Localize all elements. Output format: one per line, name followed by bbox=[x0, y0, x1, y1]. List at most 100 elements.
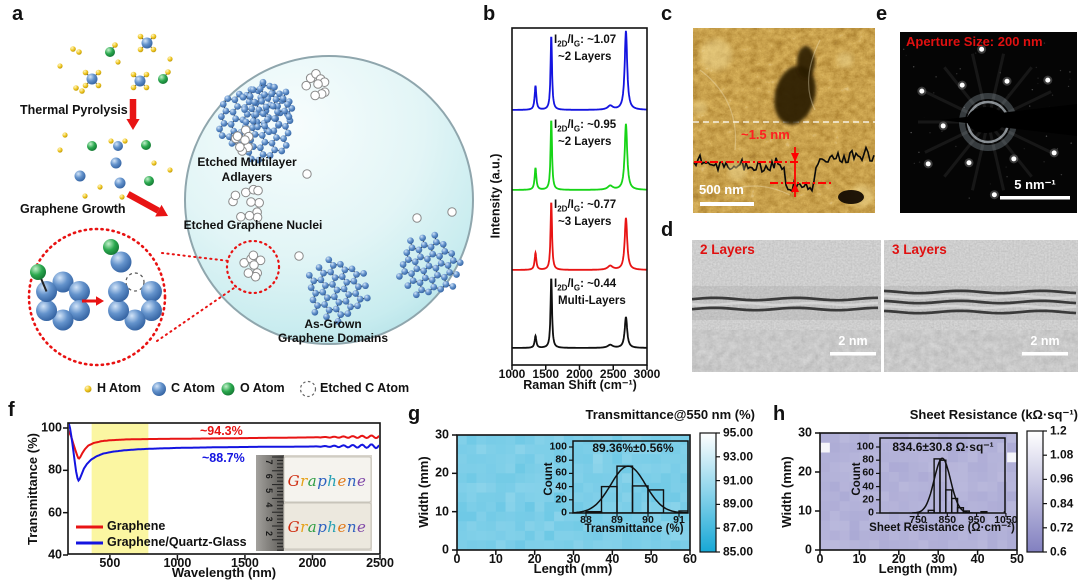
saed-content bbox=[903, 42, 1077, 200]
legend-label-c-atom: C Atom bbox=[171, 381, 215, 395]
glass-slide-1 bbox=[283, 456, 372, 503]
raman-layers-annotation-0: ~2 Layers bbox=[558, 51, 612, 63]
tem-caption-3layers: 3 Layers bbox=[892, 242, 947, 257]
f-x-tick: 2500 bbox=[366, 556, 394, 570]
heatmap-x-tick: 10 bbox=[852, 552, 867, 566]
transmittance-map-title: Transmittance@550 nm (%) bbox=[585, 407, 755, 422]
raman-x-tick: 3000 bbox=[633, 367, 661, 381]
saed-scalebar bbox=[1000, 196, 1070, 200]
curve-graphene bbox=[69, 429, 379, 460]
heatmap-x-tick: 20 bbox=[891, 552, 906, 566]
ruler-number: 3 bbox=[264, 517, 274, 522]
heatmap-y-tick: 10 bbox=[435, 504, 449, 519]
heatmap-x-tick: 0 bbox=[816, 552, 824, 566]
etched-cluster bbox=[301, 68, 330, 101]
raman-curve-multilayer bbox=[512, 278, 647, 349]
colorbar-tick: 91.00 bbox=[723, 473, 754, 488]
tem-scalebar-left bbox=[830, 352, 876, 356]
colorbar bbox=[1026, 430, 1044, 553]
raman-curve-bilayer-2 bbox=[512, 120, 647, 191]
inset-x-tick: 950 bbox=[967, 514, 986, 526]
inset-y-tick: 60 bbox=[862, 466, 874, 479]
h-width-axis-title: Width (mm) bbox=[779, 456, 795, 528]
panel-label-h: h bbox=[773, 403, 786, 425]
diffraction-spot bbox=[940, 123, 946, 129]
visible-band-highlight bbox=[91, 423, 149, 554]
aperture-size-label: Aperture Size: 200 nm bbox=[906, 34, 1043, 49]
inset-x-tick: 750 bbox=[909, 514, 927, 526]
transmittance-map bbox=[452, 432, 720, 555]
colorbar-tick: 93.00 bbox=[723, 449, 754, 464]
heatmap-x-tick: 60 bbox=[683, 552, 697, 566]
raman-x-tick: 1000 bbox=[498, 367, 526, 381]
g-inset-x-axis-title: Transmittance (%) bbox=[584, 523, 684, 535]
panel-label-g: g bbox=[408, 403, 421, 425]
raman-plot bbox=[511, 27, 648, 370]
inset-y-tick: 100 bbox=[549, 440, 567, 453]
graphene-lattice bbox=[305, 256, 371, 325]
diffraction-spot bbox=[919, 88, 925, 94]
f-y-tick: 40 bbox=[48, 547, 62, 562]
panel-a-illustration bbox=[27, 33, 474, 367]
heatmap-x-tick: 30 bbox=[566, 552, 581, 566]
inset-y-tick: 20 bbox=[862, 493, 874, 506]
etched-cluster bbox=[230, 125, 254, 156]
saed-scalebar-label: 5 nm⁻¹ bbox=[1014, 177, 1056, 192]
colorbar-tick: 85.00 bbox=[723, 544, 754, 559]
histogram-bar bbox=[950, 497, 959, 513]
colorbar-tick: 0.84 bbox=[1050, 496, 1074, 511]
inset-x-tick: 90 bbox=[642, 514, 654, 526]
afm-features bbox=[693, 39, 873, 207]
transmittance-plot bbox=[63, 422, 381, 560]
inset-y-tick: 60 bbox=[555, 466, 567, 479]
graphene-growth-label: Graphene Growth bbox=[20, 202, 126, 216]
slide-text-graphene: Graphene bbox=[288, 472, 367, 490]
tem-image-0 bbox=[692, 240, 881, 372]
heatmap-x-tick: 40 bbox=[970, 552, 985, 566]
heatmap-y-tick: 10 bbox=[798, 503, 812, 518]
photo-inset: 7 6 5 4 3 2 Graphene Graphene bbox=[256, 455, 372, 551]
wavelength-x-axis-title: Wavelength (nm) bbox=[171, 565, 277, 580]
tem-images bbox=[692, 240, 1078, 372]
inset-y-tick: 80 bbox=[862, 453, 874, 466]
inset-y-tick: 80 bbox=[555, 453, 567, 466]
colorbar bbox=[699, 432, 717, 553]
afm-height-annotation: ~1.5 nm bbox=[741, 127, 790, 142]
diffraction-spot bbox=[966, 160, 972, 166]
diffraction-spot bbox=[925, 161, 931, 167]
inset-x-tick: 88 bbox=[580, 514, 592, 526]
inset-x-tick: 91 bbox=[673, 514, 685, 526]
colorbar-tick: 1.2 bbox=[1050, 423, 1067, 438]
ruler-number: 5 bbox=[264, 488, 274, 493]
f-y-tick: 60 bbox=[48, 505, 62, 520]
heatmap-y-tick: 0 bbox=[442, 542, 449, 557]
heatmap-x-tick: 50 bbox=[644, 552, 659, 566]
raman-ratio-annotation-2: I2D/IG: ~0.77 bbox=[554, 199, 617, 214]
graphene-lattice bbox=[239, 78, 293, 136]
colorbar-tick: 0.72 bbox=[1050, 520, 1074, 535]
ruler-number: 6 bbox=[264, 474, 274, 479]
g-length-axis-title: Length (mm) bbox=[533, 561, 613, 576]
sheet-resistance-map-title: Sheet Resistance (kΩ·sq⁻¹) bbox=[909, 407, 1078, 422]
raman-curve-bilayer-top bbox=[512, 30, 647, 111]
inset-y-tick: 0 bbox=[868, 506, 874, 519]
diffraction-spot bbox=[1051, 150, 1057, 156]
inset-y-tick: 0 bbox=[561, 506, 567, 519]
as-grown-label-1: As-Grown bbox=[304, 317, 362, 331]
histogram-bar bbox=[939, 459, 947, 513]
etched-cluster bbox=[239, 250, 266, 282]
heatmap-y-tick: 20 bbox=[798, 464, 812, 479]
heatmap-x-tick: 10 bbox=[488, 552, 503, 566]
inset-y-tick: 20 bbox=[555, 493, 567, 506]
graphene-layer-line bbox=[692, 296, 879, 302]
legend-label-h-atom: H Atom bbox=[97, 381, 141, 395]
inset-y-tick: 100 bbox=[856, 440, 874, 453]
inset-y-tick: 40 bbox=[862, 480, 874, 493]
saed-image bbox=[900, 32, 1077, 213]
colorbar-tick: 95.00 bbox=[723, 425, 754, 440]
slide-text-graphene: Graphene bbox=[288, 518, 367, 536]
diffraction-spot bbox=[991, 192, 997, 198]
gaussian-fit-curve bbox=[573, 465, 688, 513]
heatmap-y-tick: 30 bbox=[798, 425, 812, 440]
